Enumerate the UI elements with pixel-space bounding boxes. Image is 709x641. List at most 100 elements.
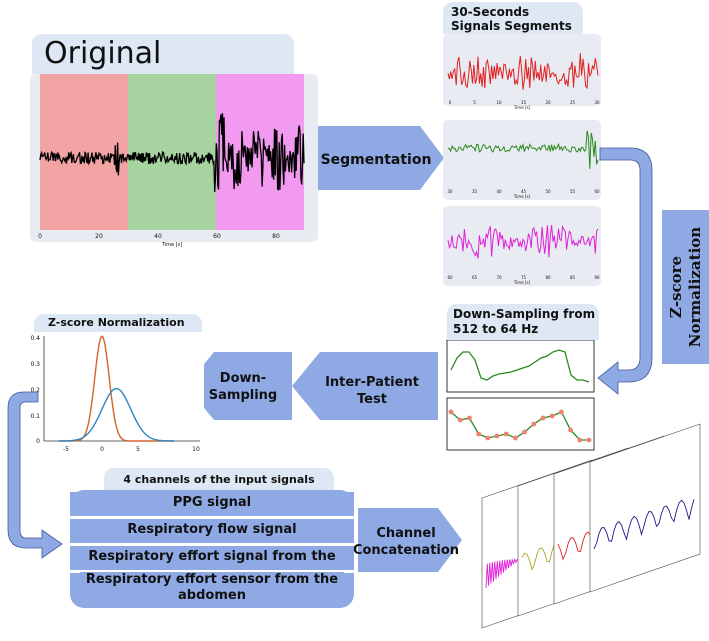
zscore-plot-panel: [34, 330, 204, 442]
segment-tick: 20: [545, 100, 551, 105]
inter-patient-arrow: [292, 352, 438, 420]
channel-divider-2: [70, 543, 354, 546]
downsample-point: [568, 427, 573, 433]
segment-tick: 50: [545, 189, 551, 194]
stacked-channel-plots: [481, 423, 701, 629]
segment-xlabel: Time [s]: [513, 194, 531, 199]
segment-tick: 60: [594, 189, 600, 194]
segment-tick: 55: [570, 189, 576, 194]
zscore-ytick-0: 0.4: [30, 335, 40, 342]
segment-waveform-red: [447, 53, 599, 90]
channel-label-2: Concatenation: [353, 543, 459, 558]
zscore-plot-title-tab: Z-score Normalization: [34, 314, 202, 332]
zscore-ytick-4: 0: [36, 438, 40, 445]
channels-curved-arrow: [7, 391, 63, 559]
channel-divider-3: [70, 570, 354, 573]
downsample-point: [503, 431, 509, 437]
segment-waveform-magenta: [447, 224, 599, 259]
downsample-point: [485, 435, 491, 441]
downsampling-title-tab: Down-Sampling from 512 to 64 Hz: [447, 304, 599, 340]
channel-divider-1: [70, 516, 354, 519]
zscore-xtick-2: 5: [136, 446, 140, 453]
segment-tick: 80: [545, 275, 551, 280]
downsample-point: [559, 409, 564, 415]
downsampled-waveform-full: [450, 349, 590, 383]
orig-xlabel: Time [s]: [161, 242, 182, 248]
original-waveform: [39, 113, 305, 193]
channel-plot-sheet: [589, 423, 701, 593]
zscore-step-label: Z-score Normalization: [667, 227, 705, 347]
zscore-xtick-3: 10: [192, 446, 200, 453]
downsample-point: [494, 433, 500, 439]
segments-title-line2: Signals Segments: [451, 19, 572, 33]
segment-tick: 60: [447, 275, 453, 280]
orig-xtick-3: 60: [213, 233, 221, 240]
segment-tick: 25: [570, 100, 576, 105]
down-sampling-label-1: Down-: [220, 371, 266, 386]
channel-plot-waveform: [593, 499, 695, 550]
orig-xtick-2: 40: [154, 233, 162, 240]
orig-xtick-1: 20: [95, 233, 103, 240]
zscore-xtick-0: -5: [63, 446, 69, 453]
zscore-step-label-1: Z-score: [666, 255, 685, 319]
segment-xlabel: Time [s]: [513, 105, 531, 110]
red-segment-band: [40, 74, 128, 230]
downsampling-title-line2: 512 to 64 Hz: [453, 322, 539, 336]
downsample-point: [549, 413, 555, 419]
zscore-step-box: Z-score Normalization: [662, 210, 709, 364]
downsample-point: [531, 421, 537, 427]
segment-tick: 45: [521, 189, 527, 194]
original-title: Original: [44, 36, 162, 71]
segment-tick: 10: [496, 100, 502, 105]
segment-tick: 0: [449, 100, 452, 105]
segment-tick: 85: [570, 275, 576, 280]
zscore-xtick-1: 0: [100, 446, 104, 453]
original-title-tab: Original: [32, 34, 294, 74]
downsample-point: [577, 437, 583, 443]
segment-tick: 35: [472, 189, 478, 194]
segment-tick: 15: [521, 100, 527, 105]
segmentation-label: Segmentation: [321, 152, 432, 168]
segmentation-arrow: [318, 126, 444, 190]
zscore-curved-arrow: [597, 147, 653, 395]
segment-waveform-green: [447, 130, 599, 169]
segment-panel-green: [443, 120, 601, 200]
downsample-panel-2: [446, 397, 595, 451]
segment-tick: 75: [521, 275, 527, 280]
down-sampling-arrow: [186, 352, 292, 420]
gaussian-curve-narrow: [58, 335, 174, 442]
downsample-point: [586, 437, 592, 443]
zscore-ytick-1: 0.3: [30, 361, 40, 368]
inter-patient-label-2: Test: [357, 392, 387, 407]
segment-tick: 30: [594, 100, 600, 105]
segments-title-line1: 30-Seconds: [451, 5, 530, 19]
down-sampling-label-2: Sampling: [209, 388, 277, 403]
channel-item-ppg: PPG signal: [70, 492, 354, 514]
segment-tick: 40: [496, 189, 502, 194]
downsample-point: [476, 431, 481, 437]
channels-list: PPG signal Respiratory flow signal Respi…: [70, 490, 354, 608]
downsample-point: [448, 409, 454, 415]
channel-item-abdomen: Respiratory effort sensor from the abdom…: [80, 572, 344, 604]
channel-label-1: Channel: [376, 526, 435, 541]
gaussian-curve-wide: [58, 387, 174, 442]
downsample-point: [513, 435, 518, 441]
downsample-point: [522, 429, 527, 435]
segment-tick: 65: [472, 275, 478, 280]
channels-title: 4 channels of the input signals: [123, 473, 315, 486]
downsample-panel-1: [446, 339, 595, 393]
zscore-plot-title: Z-score Normalization: [48, 316, 185, 329]
zscore-step-label-2: Normalization: [685, 226, 704, 348]
zscore-ytick-2: 0.2: [30, 387, 40, 394]
channels-title-tab: 4 channels of the input signals: [104, 468, 334, 492]
downsample-point: [540, 415, 546, 421]
orig-xtick-4: 80: [272, 233, 280, 240]
inter-patient-label-1: Inter-Patient: [325, 375, 419, 390]
orig-xtick-0: 0: [38, 233, 42, 240]
segment-tick: 70: [496, 275, 502, 280]
segment-xlabel: Time [s]: [513, 280, 531, 285]
segments-title-tab: 30-Seconds Signals Segments: [443, 2, 583, 34]
segment-tick: 90: [594, 275, 600, 280]
zscore-ytick-3: 0.1: [30, 413, 40, 420]
